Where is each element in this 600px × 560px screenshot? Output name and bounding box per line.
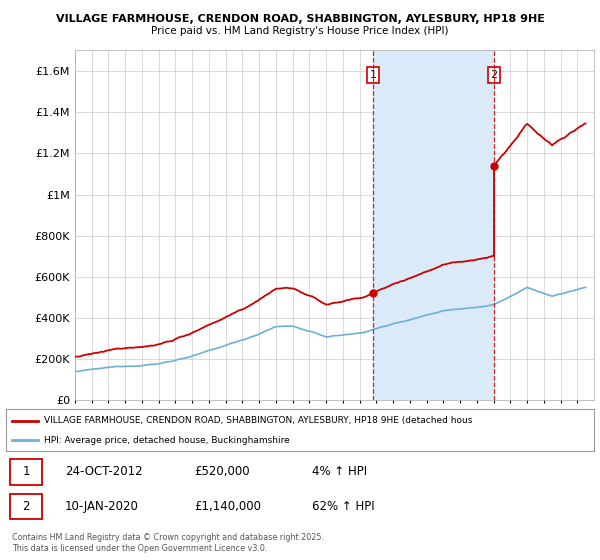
Text: Price paid vs. HM Land Registry's House Price Index (HPI): Price paid vs. HM Land Registry's House … bbox=[151, 26, 449, 36]
Text: 2: 2 bbox=[490, 70, 497, 80]
Text: 62% ↑ HPI: 62% ↑ HPI bbox=[312, 500, 374, 513]
FancyBboxPatch shape bbox=[10, 494, 43, 519]
Text: £1,140,000: £1,140,000 bbox=[194, 500, 261, 513]
Bar bbox=[373, 50, 494, 400]
Text: VILLAGE FARMHOUSE, CRENDON ROAD, SHABBINGTON, AYLESBURY, HP18 9HE: VILLAGE FARMHOUSE, CRENDON ROAD, SHABBIN… bbox=[56, 14, 544, 24]
Text: 24-OCT-2012: 24-OCT-2012 bbox=[65, 465, 142, 478]
Text: VILLAGE FARMHOUSE, CRENDON ROAD, SHABBINGTON, AYLESBURY, HP18 9HE (detached hous: VILLAGE FARMHOUSE, CRENDON ROAD, SHABBIN… bbox=[44, 416, 473, 425]
Text: 1: 1 bbox=[22, 465, 30, 478]
Text: Contains HM Land Registry data © Crown copyright and database right 2025.
This d: Contains HM Land Registry data © Crown c… bbox=[12, 533, 324, 553]
Text: 10-JAN-2020: 10-JAN-2020 bbox=[65, 500, 139, 513]
Text: HPI: Average price, detached house, Buckinghamshire: HPI: Average price, detached house, Buck… bbox=[44, 436, 290, 445]
Text: 2: 2 bbox=[22, 500, 30, 513]
FancyBboxPatch shape bbox=[10, 459, 43, 484]
Text: 4% ↑ HPI: 4% ↑ HPI bbox=[312, 465, 367, 478]
Text: £520,000: £520,000 bbox=[194, 465, 250, 478]
Text: 1: 1 bbox=[370, 70, 377, 80]
